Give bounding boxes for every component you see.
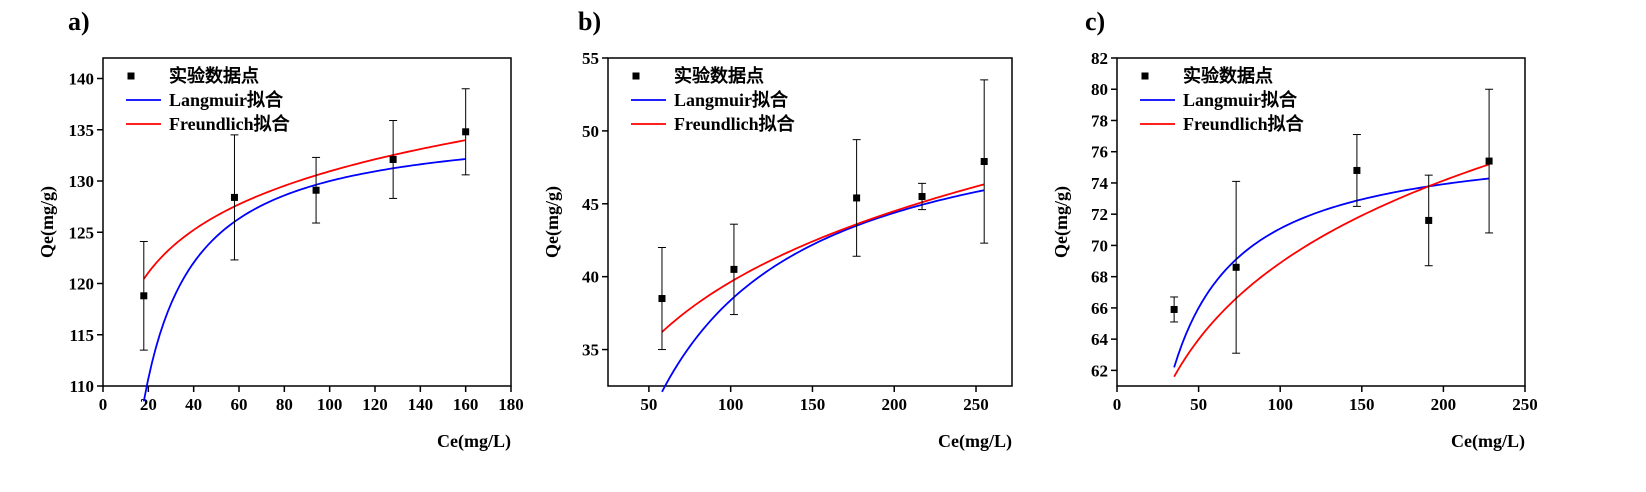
x-tick-label: 60 — [231, 395, 248, 414]
data-point — [1170, 305, 1178, 313]
chart-panel-2: b) 50 100 150 200 250 35 40 45 50 55 Ce(mg/L) Qe(mg/… — [542, 7, 1013, 452]
data-point — [853, 194, 861, 202]
data-point — [1425, 216, 1433, 224]
y-tick-label: 62 — [1091, 361, 1108, 380]
y-tick-label: 82 — [1091, 49, 1108, 68]
langmuir-fit-curve — [661, 189, 985, 393]
data-point — [658, 295, 666, 303]
x-tick-label: 180 — [498, 395, 524, 414]
freundlich-fit-curve — [1173, 163, 1490, 378]
freundlich-fit-curve — [143, 139, 466, 280]
legend-label-freundlich: Freundlich拟合 — [1183, 113, 1305, 134]
data-point — [462, 128, 470, 136]
y-tick-label: 120 — [69, 275, 95, 294]
legend-label-langmuir: Langmuir拟合 — [674, 89, 789, 110]
y-tick-label: 40 — [582, 268, 599, 287]
y-tick-label: 76 — [1091, 143, 1108, 162]
legend-label-points: 实验数据点 — [674, 65, 764, 86]
y-tick-label: 80 — [1091, 80, 1108, 99]
data-point — [312, 186, 320, 194]
data-point — [980, 158, 988, 166]
panel-label: c) — [1085, 7, 1105, 36]
x-tick-label: 40 — [185, 395, 202, 414]
x-tick-label: 100 — [317, 395, 343, 414]
y-tick-label: 72 — [1091, 205, 1108, 224]
chart-panel-3: c) 0 50 100 150 200 250 62 64 66 68 70 72 74 76 78 80 82 C… — [1051, 7, 1538, 452]
x-tick-label: 50 — [1190, 395, 1207, 414]
data-point — [730, 265, 738, 273]
data-point — [1232, 263, 1240, 271]
y-axis-title: Qe(mg/g) — [37, 186, 58, 258]
legend-label-points: 实验数据点 — [1183, 65, 1273, 86]
x-tick-label: 0 — [1113, 395, 1122, 414]
x-tick-label: 100 — [718, 395, 744, 414]
x-tick-label: 200 — [881, 395, 907, 414]
x-tick-label: 160 — [453, 395, 479, 414]
y-tick-label: 74 — [1091, 174, 1109, 193]
plot-frame — [102, 57, 512, 387]
y-tick-label: 64 — [1091, 330, 1109, 349]
panel-label: b) — [578, 7, 601, 36]
x-tick-label: 250 — [963, 395, 989, 414]
y-tick-label: 125 — [69, 223, 95, 242]
langmuir-fit-curve — [1173, 177, 1490, 368]
legend-label-points: 实验数据点 — [169, 65, 259, 86]
y-tick-label: 70 — [1091, 236, 1108, 255]
x-axis-title: Ce(mg/L) — [1451, 431, 1525, 452]
y-tick-label: 68 — [1091, 268, 1108, 287]
freundlich-fit-curve — [661, 183, 985, 333]
y-tick-label: 110 — [69, 377, 94, 396]
x-tick-label: 200 — [1431, 395, 1457, 414]
legend-label-langmuir: Langmuir拟合 — [1183, 89, 1298, 110]
x-tick-label: 100 — [1267, 395, 1293, 414]
y-tick-label: 140 — [69, 70, 95, 89]
x-tick-label: 120 — [362, 395, 388, 414]
y-tick-label: 35 — [582, 341, 599, 360]
legend-marker-points — [632, 72, 640, 80]
data-point — [230, 193, 238, 201]
plot-frame — [1116, 57, 1526, 387]
x-tick-label: 250 — [1512, 395, 1538, 414]
x-tick-label: 150 — [1349, 395, 1375, 414]
legend-marker-points — [1141, 72, 1149, 80]
y-tick-label: 66 — [1091, 299, 1108, 318]
y-tick-label: 135 — [69, 121, 95, 140]
y-tick-label: 45 — [582, 195, 599, 214]
y-tick-label: 115 — [69, 326, 94, 345]
y-tick-label: 50 — [582, 122, 599, 141]
y-tick-label: 130 — [69, 172, 95, 191]
x-axis-title: Ce(mg/L) — [938, 431, 1012, 452]
y-tick-label: 55 — [582, 49, 599, 68]
x-tick-label: 0 — [99, 395, 108, 414]
x-tick-label: 150 — [800, 395, 826, 414]
x-tick-label: 50 — [640, 395, 657, 414]
x-tick-label: 20 — [140, 395, 157, 414]
data-point — [389, 155, 397, 163]
x-axis-title: Ce(mg/L) — [437, 431, 511, 452]
langmuir-fit-curve — [142, 158, 466, 402]
data-point — [140, 292, 148, 300]
data-point — [918, 192, 926, 200]
legend-label-langmuir: Langmuir拟合 — [169, 89, 284, 110]
data-point — [1485, 157, 1493, 165]
panel-label: a) — [68, 7, 90, 36]
legend-label-freundlich: Freundlich拟合 — [169, 113, 291, 134]
y-tick-label: 78 — [1091, 111, 1108, 130]
x-tick-label: 80 — [276, 395, 293, 414]
y-axis-title: Qe(mg/g) — [542, 186, 563, 258]
x-tick-label: 140 — [408, 395, 434, 414]
chart-panel-1: a) 0 20 40 60 80 100 120 140 160 180 110 115 120 125 13… — [37, 7, 524, 452]
legend-marker-points — [127, 72, 135, 80]
legend-label-freundlich: Freundlich拟合 — [674, 113, 796, 134]
data-point — [1353, 166, 1361, 174]
plot-frame — [607, 57, 1013, 387]
y-axis-title: Qe(mg/g) — [1051, 186, 1072, 258]
